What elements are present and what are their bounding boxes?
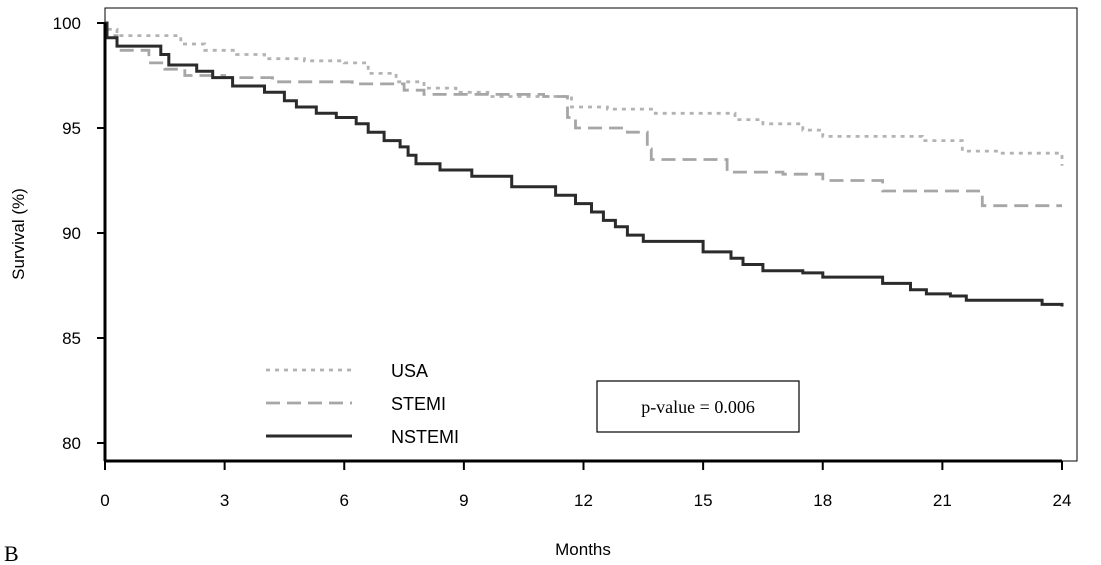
legend-label-usa: USA: [391, 361, 428, 381]
axes-layer: 80 85 90 95 100 0 3 6 9 12 15 18 21 24: [53, 14, 1072, 510]
plot-frame: [104, 7, 1078, 462]
legend: USA STEMI NSTEMI: [266, 361, 459, 447]
x-tick-label: 24: [1053, 491, 1072, 510]
annotation-box: [596, 380, 800, 433]
x-tick-label: 18: [813, 491, 832, 510]
annotation-text: p-value = 0.006: [641, 397, 755, 417]
panel-label: B: [4, 541, 19, 565]
series-line-nstemi: [105, 21, 1064, 307]
legend-label-nstemi: NSTEMI: [391, 427, 459, 447]
y-axis-label: Survival (%): [9, 188, 28, 280]
x-tick-label: 6: [340, 491, 349, 510]
y-tick-label: 85: [62, 329, 81, 348]
x-tick-label: 3: [220, 491, 229, 510]
x-tick-label: 15: [694, 491, 713, 510]
series-line-usa: [105, 21, 1064, 166]
series-line-stemi: [105, 21, 1062, 208]
y-tick-label: 95: [62, 119, 81, 138]
x-tick-label: 12: [574, 491, 593, 510]
x-tick-label: 0: [100, 491, 109, 510]
x-axis-label: Months: [555, 540, 611, 559]
series-layer: [105, 21, 1064, 307]
p-value-annotation: p-value = 0.006: [596, 380, 800, 433]
legend-label-stemi: STEMI: [391, 394, 446, 414]
x-tick-label: 9: [459, 491, 468, 510]
y-tick-label: 100: [53, 14, 81, 33]
x-tick-label: 21: [933, 491, 952, 510]
y-tick-label: 90: [62, 224, 81, 243]
y-tick-label: 80: [62, 434, 81, 453]
